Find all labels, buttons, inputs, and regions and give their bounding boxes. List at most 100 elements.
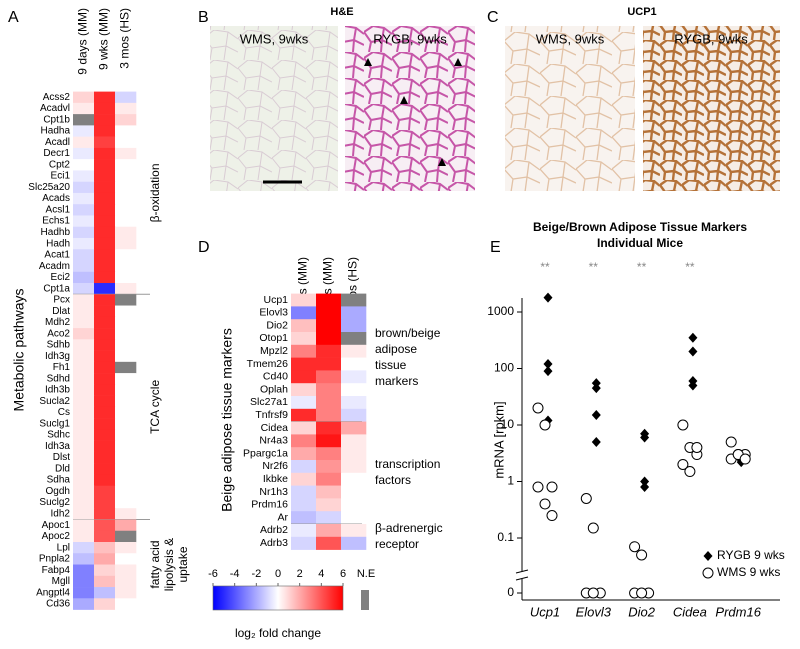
circle-point <box>677 419 689 431</box>
circle-point <box>587 587 599 599</box>
heatmap-cell <box>94 418 116 430</box>
heatmap-cell <box>73 542 95 554</box>
row-label: Suclg2 <box>39 497 70 508</box>
heatmap-cell <box>73 361 95 374</box>
heatmap-cell <box>115 260 137 273</box>
heatmap-cell <box>341 536 367 550</box>
heatmap-cell <box>94 553 116 565</box>
row-label: Dlst <box>53 452 70 463</box>
heatmap-cell <box>316 293 342 307</box>
heatmap-cell <box>115 418 137 430</box>
heatmap-cell <box>94 204 116 216</box>
heatmap-cell <box>341 421 367 435</box>
row-label: Adrb3 <box>260 537 288 549</box>
heatmap-cell <box>316 485 342 499</box>
row-label: Sdhd <box>47 373 70 384</box>
heatmap-cell <box>73 485 95 498</box>
heatmap-cell <box>94 136 116 149</box>
heatmap-cell <box>341 447 367 461</box>
heatmap-cell <box>94 226 116 239</box>
stain-title: H&E <box>330 6 353 18</box>
row-label: Ogdh <box>46 486 70 497</box>
diamond-point <box>703 551 713 561</box>
heatmap-cell <box>73 350 95 363</box>
heatmap-cell <box>341 357 367 371</box>
heatmap-cell <box>94 339 116 351</box>
row-label: Cpt2 <box>49 159 71 170</box>
heatmap-cell <box>115 575 137 588</box>
colorbar-tick-label: 6 <box>340 568 346 580</box>
heatmap-cell <box>115 271 137 284</box>
heatmap-cell <box>73 192 95 205</box>
circle-point <box>725 436 737 448</box>
heatmap-cell <box>73 508 95 520</box>
circle-point <box>532 481 544 493</box>
heatmap-cell <box>341 383 367 397</box>
heatmap-cell <box>94 328 116 340</box>
heatmap-cell <box>316 511 342 525</box>
heatmap-cell <box>73 429 95 441</box>
heatmap-cell <box>115 159 137 171</box>
heatmap-cell <box>115 530 137 543</box>
heatmap-cell <box>73 339 95 351</box>
heatmap-cell <box>115 226 137 239</box>
heatmap-cell <box>291 306 317 320</box>
heatmap-cell <box>341 408 367 422</box>
circle-point <box>636 587 648 599</box>
row-label: Sdhc <box>47 430 70 441</box>
heatmap-cell <box>73 271 95 284</box>
y-tick-label: 0 <box>507 585 514 599</box>
heatmap-cell <box>94 91 116 104</box>
heatmap-cell <box>115 204 137 216</box>
row-label: Eci1 <box>51 171 71 182</box>
heatmap-cell <box>94 373 116 385</box>
diamond-point <box>543 366 553 377</box>
heatmap-cell <box>115 451 137 464</box>
heatmap-cell <box>73 249 95 261</box>
micrograph <box>210 26 338 191</box>
micrograph <box>505 26 635 191</box>
heatmap-cell <box>115 485 137 498</box>
circle-point <box>546 510 558 522</box>
heatmap-cell <box>94 114 116 126</box>
circle-point <box>539 419 551 431</box>
circle-point <box>691 441 703 453</box>
group-label: transcription <box>375 457 440 471</box>
significance: ** <box>540 260 550 274</box>
heatmap-cell <box>94 361 116 374</box>
heatmap-cell <box>94 305 116 318</box>
y-axis-label: Metabolic pathways <box>11 289 27 412</box>
row-label: Acat1 <box>44 250 70 261</box>
significance: ** <box>685 260 695 274</box>
heatmap-cell <box>94 260 116 273</box>
heatmap-cell <box>73 575 95 588</box>
heatmap-cell <box>94 249 116 261</box>
heatmap-cell <box>316 370 342 384</box>
group-label: tissue <box>375 358 407 372</box>
y-tick-label: 1 <box>507 474 514 488</box>
row-label: Sdha <box>47 475 71 486</box>
group-label: β-oxidation <box>148 163 162 222</box>
heatmap-cell <box>94 237 116 250</box>
heatmap-cell <box>115 406 137 419</box>
row-label: Eci2 <box>51 272 71 283</box>
row-label: Ikbke <box>263 473 288 485</box>
heatmap-cell <box>73 587 95 599</box>
heatmap-cell <box>73 147 95 160</box>
heatmap-cell <box>115 395 137 408</box>
heatmap-cell <box>94 474 116 486</box>
heatmap-cell <box>316 319 342 333</box>
panel-label: A <box>8 9 19 26</box>
heatmap-cell <box>316 524 342 538</box>
group-label: β-adrenergic <box>375 521 443 535</box>
heatmap-cell <box>73 260 95 273</box>
heatmap-cell <box>316 472 342 486</box>
heatmap-cell <box>341 472 367 486</box>
heatmap-cell <box>115 361 137 374</box>
row-label: Acss2 <box>43 92 71 103</box>
heatmap-cell <box>341 370 367 384</box>
heatmap-cell <box>94 125 116 137</box>
heatmap-cell <box>73 237 95 250</box>
row-label: Acads <box>42 193 70 204</box>
circle-point <box>629 541 641 553</box>
